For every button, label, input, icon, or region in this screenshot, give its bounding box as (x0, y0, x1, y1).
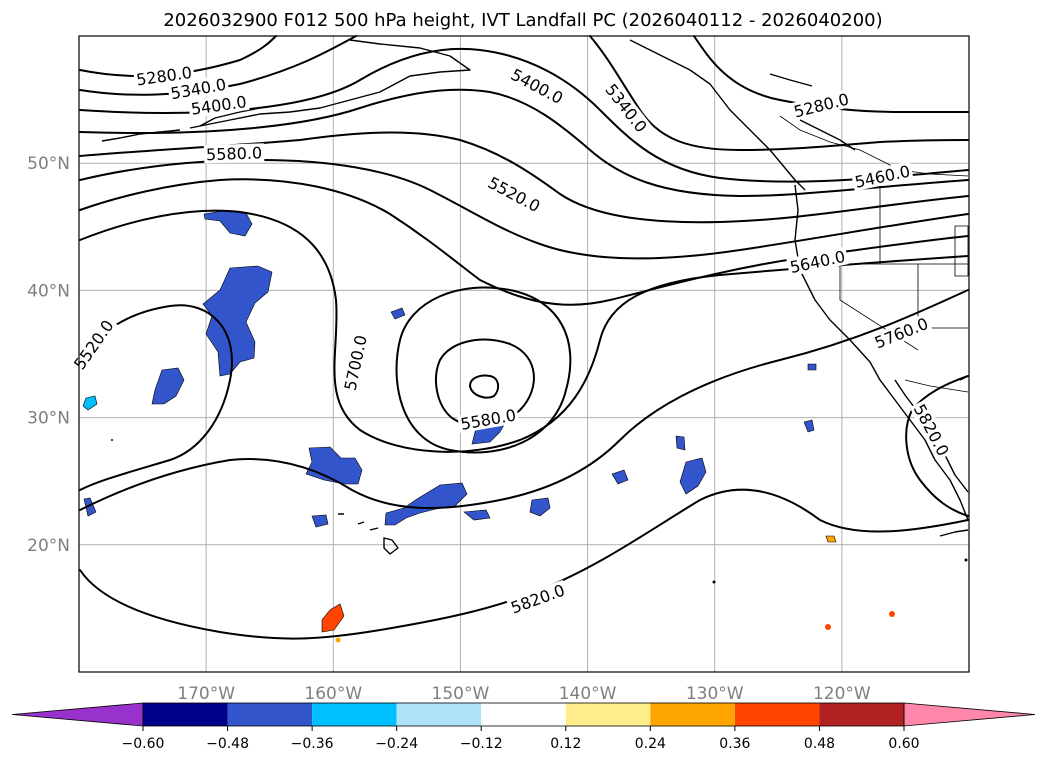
height-contour-5280 (79, 35, 277, 77)
colorbar-tick-label: 0.12 (550, 736, 581, 752)
ivt-region-negative (311, 514, 329, 528)
colorbar-segment (734, 703, 820, 726)
contour-label-background (133, 62, 196, 89)
lon-tick-label: 150°W (432, 684, 490, 704)
height-contours (79, 35, 969, 640)
small-island (712, 580, 716, 584)
colorbar-segment (650, 703, 735, 726)
colorbar-tick-label: −0.36 (291, 736, 334, 752)
contour-label-background (909, 399, 954, 461)
lon-tick-label: 120°W (813, 684, 871, 704)
map-frame (78, 35, 970, 673)
ivt-region-negative (803, 419, 815, 433)
colorbar-tick-label: −0.60 (122, 736, 165, 752)
alaska-panhandle-coastline (629, 39, 806, 191)
ivt-region-negative (390, 307, 406, 320)
colorbar-segment (312, 703, 397, 726)
ivt-region-negative (463, 509, 491, 521)
colorbar-tick-label: 0.24 (635, 736, 666, 752)
colorbar-segment (481, 703, 566, 726)
colorbar-tick-label: −0.48 (206, 736, 249, 752)
lon-tick-label: 130°W (686, 684, 744, 704)
ivt-region-negative (611, 469, 629, 485)
height-contour-5520 (79, 131, 969, 224)
lon-tick-label: 170°W (177, 684, 235, 704)
contour-label-background (203, 143, 265, 164)
colorbar-segment (819, 703, 904, 726)
political-borders (779, 115, 969, 393)
height-contour-5820-east (905, 375, 969, 517)
contour-label-background (340, 331, 371, 394)
ivt-region-positive-weak (335, 637, 341, 643)
colorbar-segment (143, 703, 228, 726)
ivt-region-positive-weak (825, 535, 837, 543)
figure-title: 2026032900 F012 500 hPa height, IVT Land… (163, 10, 882, 31)
height-contour-5760 (79, 289, 969, 511)
ivt-region-negative (305, 446, 363, 485)
ivt-region-negative (202, 265, 273, 377)
height-contour-5340 (79, 35, 357, 96)
north-america-west-coast (794, 184, 969, 521)
colorbar: −0.60 −0.48 −0.36 −0.24 −0.12 0.12 0.24 0.36 0.4… (11, 702, 1036, 752)
alaska-coastline (189, 39, 471, 129)
contour-label-background (483, 172, 546, 217)
height-contour-5580-low (435, 338, 535, 427)
contour-label-background (851, 161, 914, 192)
contour-label-background (786, 246, 849, 277)
hawaiian-islands (338, 513, 399, 555)
ivt-region-negative (151, 367, 185, 405)
contour-label-background (187, 91, 250, 119)
ivt-region-negative (529, 497, 551, 517)
ivt-region-negative (679, 457, 707, 495)
contour-label-background (870, 313, 933, 353)
contour-label-background (457, 405, 520, 434)
contour-label-background (167, 74, 230, 103)
height-contour-5340-east (589, 35, 969, 151)
axis-tick-labels: 170°W 160°W 150°W 140°W 130°W 120°W 50°N 40°N 30… (27, 154, 871, 704)
colorbar-frame (142, 702, 905, 727)
height-contour-5640-low (395, 286, 572, 454)
height-contour-5400 (79, 47, 969, 183)
lat-tick-label: 30°N (27, 409, 70, 429)
height-contour-5520-center (469, 374, 500, 399)
ivt-region-negative (807, 363, 817, 371)
colorbar-tick-label: 0.60 (888, 736, 919, 752)
contour-label: 5580.0 (206, 143, 263, 164)
contour-label-background (506, 579, 569, 618)
lon-tick-label: 140°W (559, 684, 617, 704)
ivt-region-positive (321, 603, 345, 633)
lon-tick-label: 160°W (304, 684, 362, 704)
ivt-region-negative-weak (82, 395, 98, 411)
contour-label-background (600, 78, 653, 138)
colorbar-segment (227, 703, 313, 726)
height-contour-5460 (79, 88, 969, 197)
contour-label-background (68, 314, 119, 375)
state-borders (790, 176, 969, 351)
colorbar-extend-max (903, 702, 1036, 727)
colorbar-segment (396, 703, 482, 726)
contour-label-background (789, 88, 853, 121)
colorbar-extend-min (11, 702, 144, 727)
ivt-region-negative (83, 497, 97, 517)
lat-tick-label: 40°N (27, 281, 70, 301)
colorbar-tick-label: 0.48 (804, 736, 835, 752)
lat-tick-label: 50°N (27, 154, 70, 174)
colorbar-tick-label: −0.24 (375, 736, 418, 752)
lat-tick-label: 20°N (27, 536, 70, 556)
height-contour-5520-west (79, 304, 233, 491)
us-mexico-border (904, 379, 969, 393)
colorbar-tick-label: 0.36 (719, 736, 750, 752)
contour-label-background (506, 63, 568, 109)
ivt-region-negative (675, 435, 686, 451)
ivt-region-positive (889, 611, 895, 617)
small-island (964, 558, 968, 562)
small-island (111, 439, 113, 441)
ivt-region-positive (825, 624, 831, 630)
colorbar-tick-label: −0.12 (460, 736, 503, 752)
colorbar-segment (565, 703, 651, 726)
height-contour-5700 (79, 209, 969, 453)
